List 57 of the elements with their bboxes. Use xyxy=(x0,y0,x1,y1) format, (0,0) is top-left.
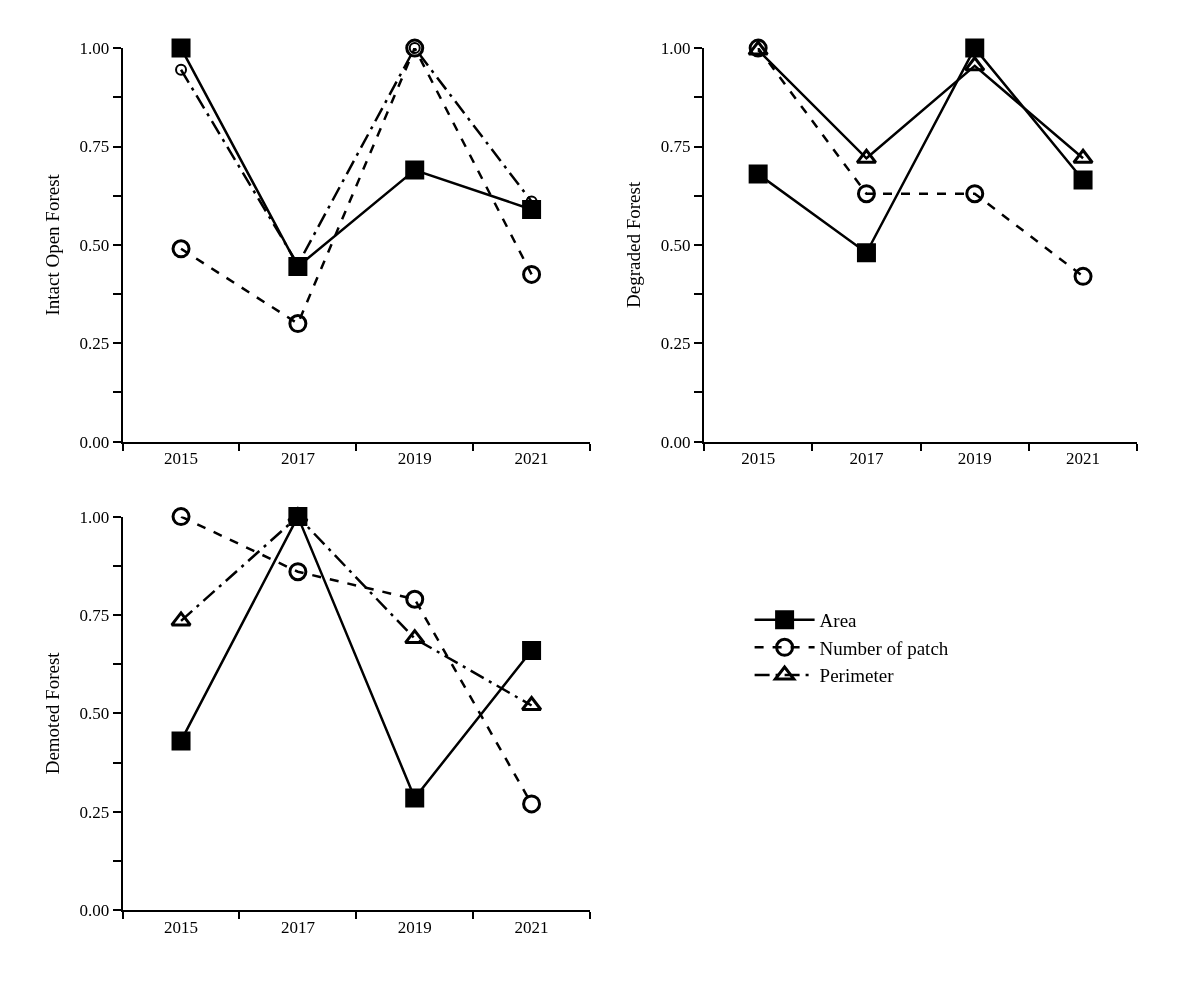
point xyxy=(1072,148,1094,164)
y-tick-label: 0.00 xyxy=(79,432,110,452)
x-tick-label: 2015 xyxy=(741,449,776,469)
point xyxy=(748,164,768,184)
y-axis-title: Degraded Forest xyxy=(623,181,645,308)
y-tick-label: 0.25 xyxy=(79,334,110,354)
point xyxy=(171,731,191,751)
y-tick-label: 0.50 xyxy=(79,704,110,724)
x-tick-label: 2015 xyxy=(164,449,199,469)
x-tick-label: 2017 xyxy=(280,917,316,937)
point xyxy=(405,160,425,180)
y-tick-label: 0.75 xyxy=(79,605,110,625)
y-tick-label: 0.00 xyxy=(79,901,110,921)
point xyxy=(1073,170,1093,190)
x-tick-label: 2017 xyxy=(280,449,316,469)
y-tick-label: 1.00 xyxy=(660,39,691,59)
x-tick-label: 2021 xyxy=(514,917,549,937)
y-tick-label: 0.25 xyxy=(79,802,110,822)
y-tick-label: 0.25 xyxy=(660,334,691,354)
point xyxy=(964,56,986,72)
x-tick-label: 2019 xyxy=(957,449,992,469)
point xyxy=(171,507,191,527)
point xyxy=(405,589,425,609)
y-tick-label: 0.75 xyxy=(79,137,110,157)
y-tick-label: 0.75 xyxy=(660,137,691,157)
x-tick-label: 2021 xyxy=(1066,449,1101,469)
point xyxy=(965,38,985,58)
point xyxy=(175,63,188,76)
x-tick-label: 2015 xyxy=(164,917,199,937)
y-tick-label: 1.00 xyxy=(79,507,110,527)
point xyxy=(856,243,876,263)
legend-label: Perimeter xyxy=(819,665,895,687)
y-tick-label: 0.50 xyxy=(79,235,110,255)
y-axis-title: Demoted Forest xyxy=(41,651,63,775)
point xyxy=(522,640,542,660)
point xyxy=(965,184,985,204)
point xyxy=(170,611,192,627)
x-tick-label: 2021 xyxy=(514,449,549,469)
x-tick-label: 2019 xyxy=(397,449,432,469)
y-tick-label: 0.00 xyxy=(660,432,691,452)
point xyxy=(522,264,542,284)
point xyxy=(287,507,309,523)
point xyxy=(405,788,425,808)
point xyxy=(171,239,191,259)
point xyxy=(288,562,308,582)
point xyxy=(171,38,191,58)
point xyxy=(288,314,308,334)
x-tick-label: 2017 xyxy=(849,449,884,469)
legend-label: Area xyxy=(819,610,858,632)
point xyxy=(1073,266,1093,286)
point xyxy=(522,794,542,814)
x-tick-label: 2019 xyxy=(397,917,432,937)
point xyxy=(856,184,876,204)
legend-label: Number of patch xyxy=(819,637,949,659)
y-tick-label: 1.00 xyxy=(79,39,110,59)
y-tick-label: 0.50 xyxy=(660,235,691,255)
y-axis-title: Intact Open Forest xyxy=(41,173,63,316)
